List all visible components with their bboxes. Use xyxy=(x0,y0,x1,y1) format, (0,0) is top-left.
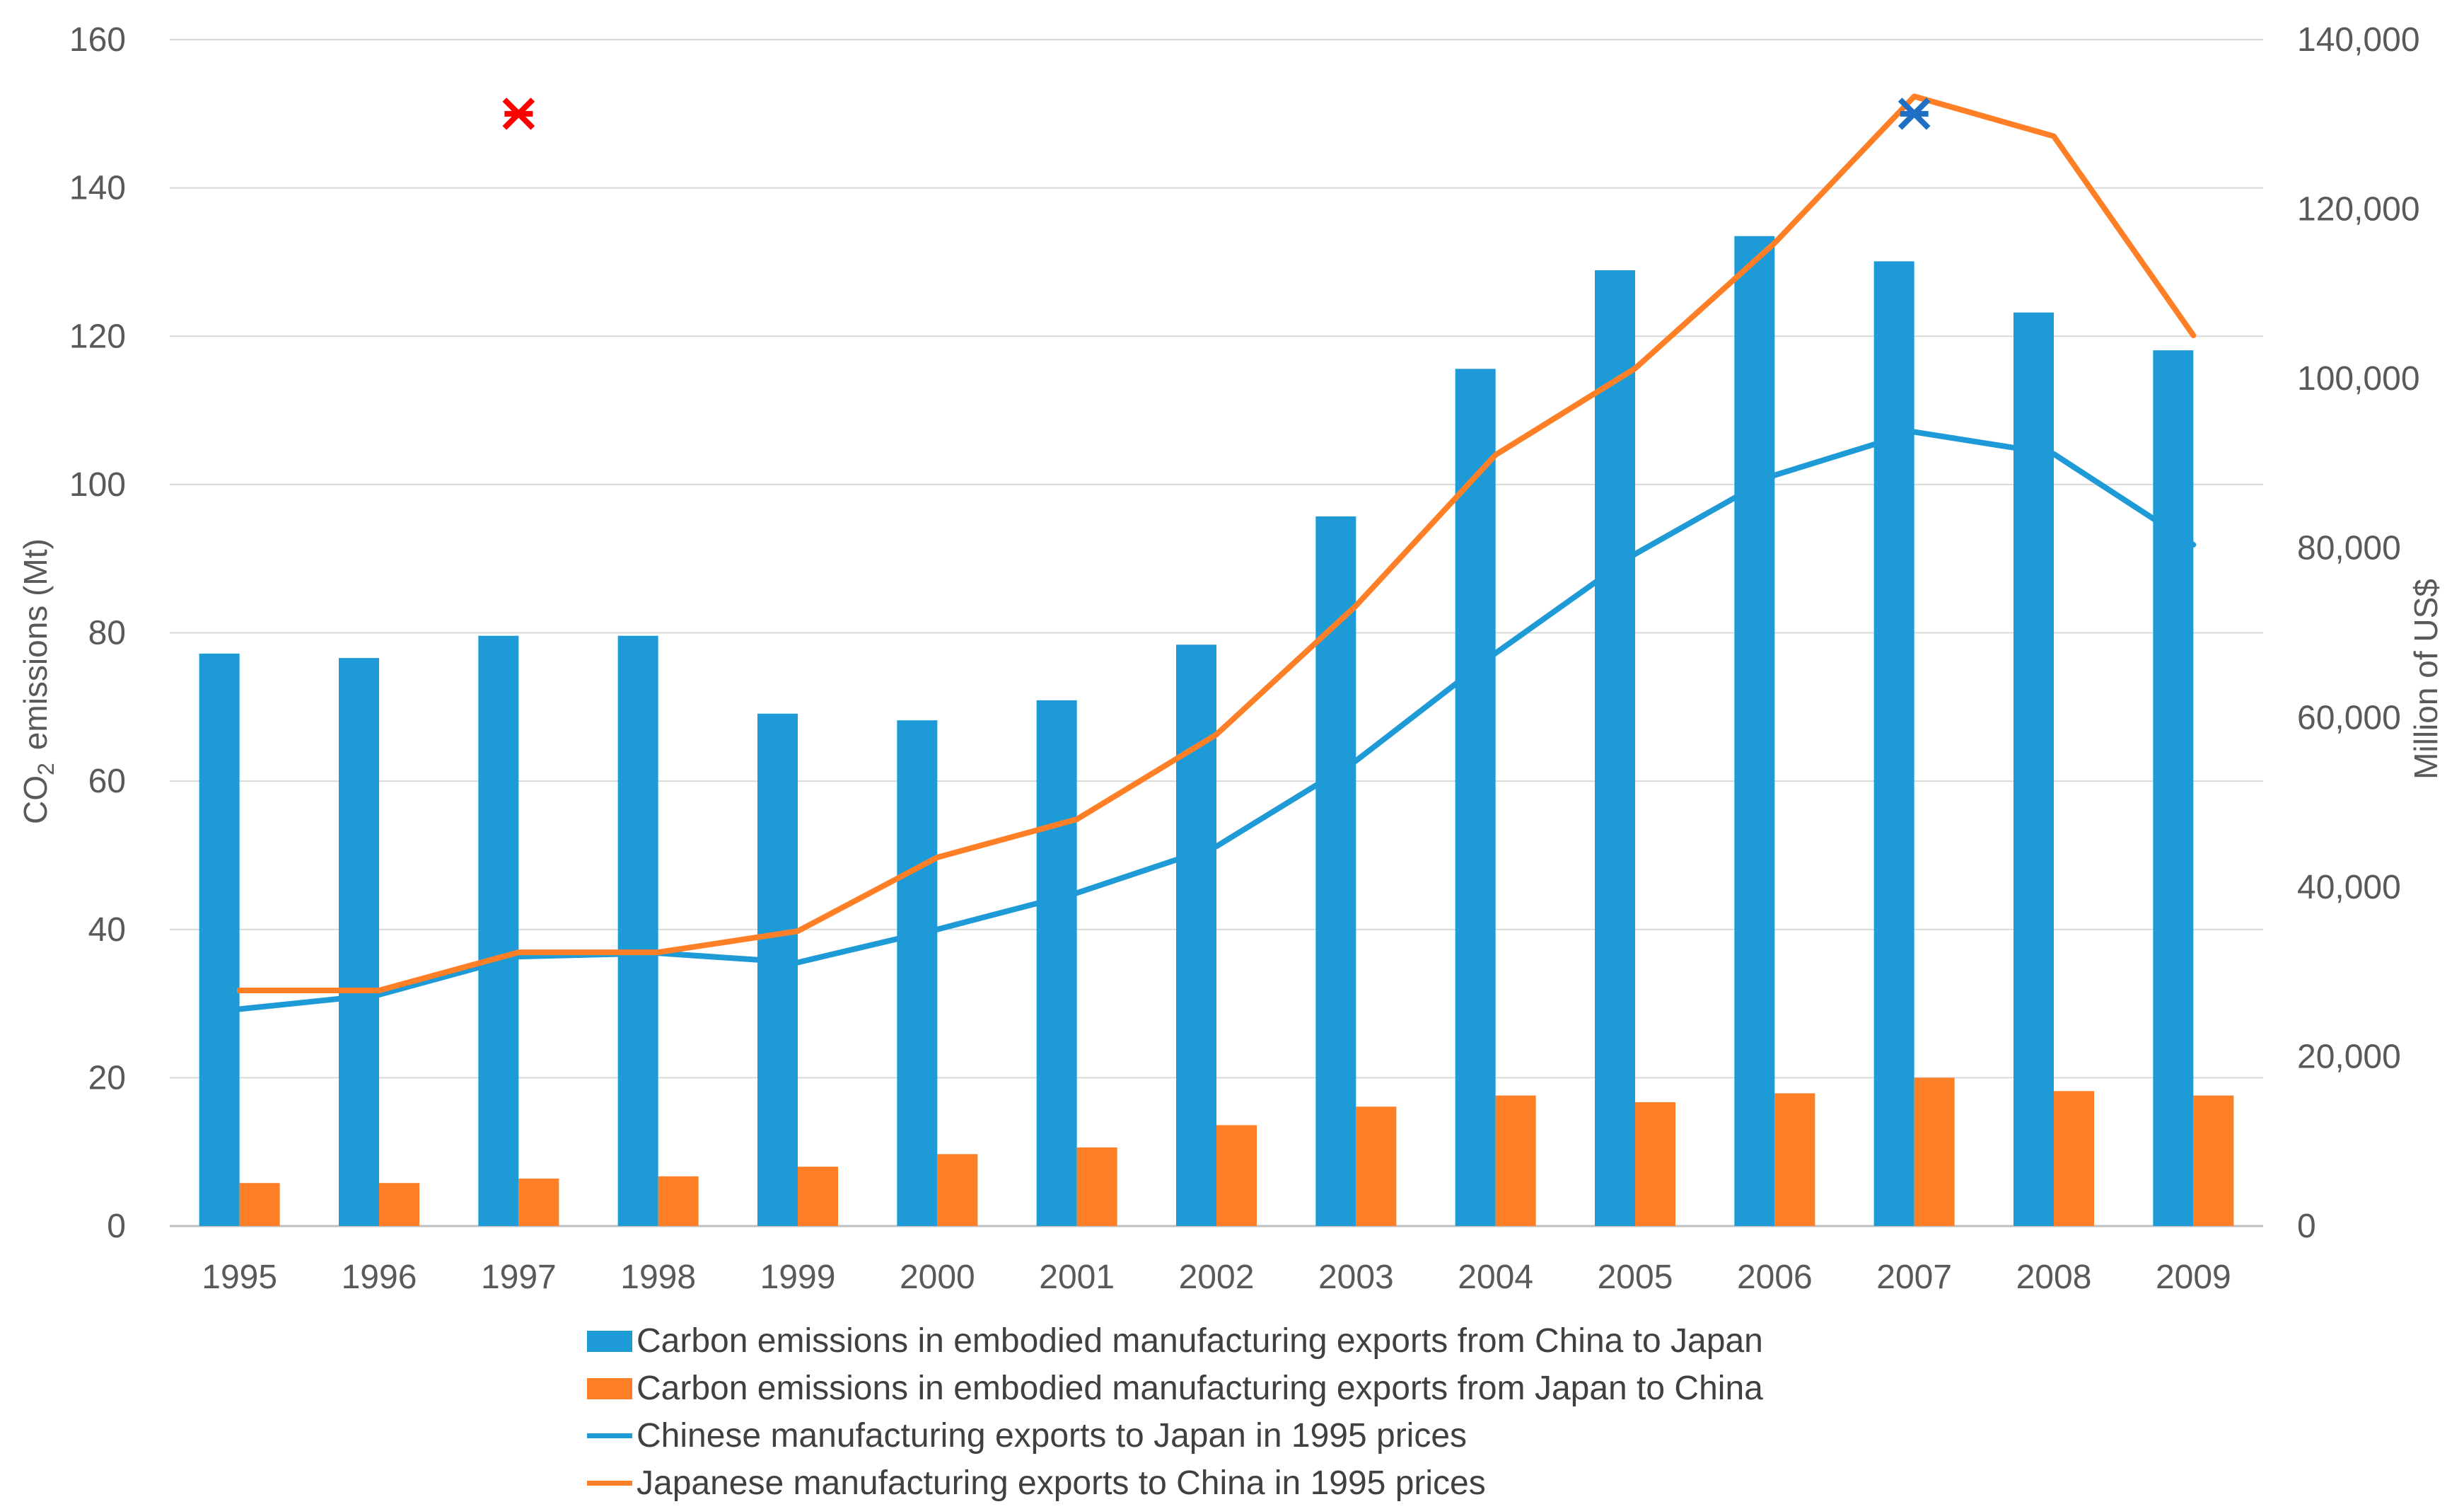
bar-china-to-japan-emissions xyxy=(1873,261,1914,1226)
bar-japan-to-china-emissions xyxy=(658,1176,699,1226)
bar-japan-to-china-emissions xyxy=(798,1167,838,1226)
bar-japan-to-china-emissions xyxy=(937,1154,978,1226)
bar-japan-to-china-emissions xyxy=(1076,1147,1117,1226)
x-tick-label: 1995 xyxy=(202,1259,277,1296)
bar-china-to-japan-emissions xyxy=(2153,350,2194,1227)
bar-japan-to-china-emissions xyxy=(1635,1102,1675,1226)
bar-china-to-japan-emissions xyxy=(339,658,379,1226)
x-tick-label: 2008 xyxy=(2016,1259,2092,1296)
y-axis-left-title-prefix: CO xyxy=(17,775,54,824)
x-tick-label: 1996 xyxy=(342,1259,417,1296)
y-left-tick-label: 60 xyxy=(88,763,126,800)
x-tick-label: 1997 xyxy=(481,1259,557,1296)
bar-japan-to-china-emissions xyxy=(1774,1093,1815,1226)
bar-china-to-japan-emissions xyxy=(757,713,798,1226)
line-japanese-exports-to-china xyxy=(236,93,2197,993)
x-tick-label: 2007 xyxy=(1876,1259,1952,1296)
star-marker xyxy=(1898,97,1931,130)
bar-japan-to-china-emissions xyxy=(2054,1091,2094,1226)
bar-china-to-japan-emissions xyxy=(478,635,519,1226)
legend-bar-swatch xyxy=(587,1330,632,1352)
x-tick-label: 2002 xyxy=(1179,1259,1255,1296)
bar-japan-to-china-emissions xyxy=(379,1183,419,1226)
bar-china-to-japan-emissions xyxy=(1036,700,1077,1226)
legend-item: Japanese manufacturing exports to China … xyxy=(587,1459,1763,1507)
x-tick-label: 2001 xyxy=(1039,1259,1115,1296)
y-axis-right-title: Million of US$ xyxy=(2407,579,2444,780)
x-tick-label: 2004 xyxy=(1458,1259,1533,1296)
x-tick-label: 1999 xyxy=(760,1259,836,1296)
bar-china-to-japan-emissions xyxy=(1176,644,1216,1226)
legend-line-swatch xyxy=(587,1433,632,1438)
bar-japan-to-china-emissions xyxy=(1914,1077,1955,1226)
bar-china-to-japan-emissions xyxy=(617,635,658,1226)
bar-china-to-japan-emissions xyxy=(1455,369,1496,1227)
x-axis-ticks: 1995 1996 1997 1998 1999 2000 2001 2002 2003 2004… xyxy=(202,1259,2231,1296)
y-left-tick-label: 100 xyxy=(69,466,126,504)
bar-china-to-japan-emissions xyxy=(1734,236,1775,1226)
y-right-tick-label: 120,000 xyxy=(2297,191,2420,229)
legend-label: Japanese manufacturing exports to China … xyxy=(637,1464,1486,1502)
y-right-tick-label: 0 xyxy=(2297,1208,2316,1245)
y-right-tick-label: 60,000 xyxy=(2297,699,2401,736)
y-right-tick-label: 20,000 xyxy=(2297,1038,2401,1075)
y-right-tick-label: 100,000 xyxy=(2297,360,2420,398)
markers xyxy=(502,97,1931,130)
y-axis-left-title: CO2 emissions (Mt) xyxy=(17,538,59,824)
bar-china-to-japan-emissions xyxy=(1595,270,1635,1226)
legend-line-swatch xyxy=(587,1481,632,1486)
y-axis-left-title-subscript: 2 xyxy=(33,763,59,775)
legend-label: Carbon emissions in embodied manufacturi… xyxy=(637,1370,1763,1407)
legend-label: Carbon emissions in embodied manufacturi… xyxy=(637,1322,1763,1360)
x-tick-label: 2006 xyxy=(1737,1259,1813,1296)
x-tick-label: 2009 xyxy=(2156,1259,2231,1296)
bar-china-to-japan-emissions xyxy=(2013,312,2054,1227)
bar-japan-to-china-emissions xyxy=(1495,1095,1536,1226)
bars xyxy=(199,236,2234,1227)
right-axis-ticks: 0 20,000 40,000 60,000 80,000 100,000 120,000 1… xyxy=(2297,21,2420,1245)
x-tick-label: 2003 xyxy=(1318,1259,1394,1296)
x-tick-label: 2000 xyxy=(900,1259,975,1296)
y-right-tick-label: 80,000 xyxy=(2297,530,2401,567)
line-chinese-exports-to-japan xyxy=(236,429,2197,1012)
x-tick-label: 2005 xyxy=(1598,1259,1673,1296)
y-left-tick-label: 140 xyxy=(69,170,126,207)
bar-japan-to-china-emissions xyxy=(1216,1125,1257,1226)
legend-item: Carbon emissions in embodied manufacturi… xyxy=(587,1317,1763,1365)
legend-label: Chinese manufacturing exports to Japan i… xyxy=(637,1417,1468,1455)
bar-japan-to-china-emissions xyxy=(1356,1106,1397,1226)
bar-japan-to-china-emissions xyxy=(2193,1095,2234,1226)
bar-china-to-japan-emissions xyxy=(199,653,240,1226)
bar-japan-to-china-emissions xyxy=(518,1178,559,1226)
legend-item: Carbon emissions in embodied manufacturi… xyxy=(587,1365,1763,1412)
bar-japan-to-china-emissions xyxy=(239,1183,280,1226)
left-axis-ticks: 0 20 40 60 80 100 120 140 160 xyxy=(69,21,126,1245)
x-tick-label: 1998 xyxy=(620,1259,696,1296)
series-lines xyxy=(236,93,2197,1012)
y-left-tick-label: 0 xyxy=(107,1208,126,1245)
bar-china-to-japan-emissions xyxy=(897,720,938,1226)
legend: Carbon emissions in embodied manufacturi… xyxy=(587,1317,1763,1507)
y-left-tick-label: 40 xyxy=(88,911,126,949)
y-left-tick-label: 20 xyxy=(88,1059,126,1097)
y-left-tick-label: 160 xyxy=(69,21,126,59)
y-right-tick-label: 140,000 xyxy=(2297,21,2420,59)
y-axis-left-title-text: emissions (Mt) xyxy=(17,538,54,750)
y-left-tick-label: 120 xyxy=(69,318,126,355)
y-left-tick-label: 80 xyxy=(88,615,126,652)
legend-bar-swatch xyxy=(587,1377,632,1399)
legend-item: Chinese manufacturing exports to Japan i… xyxy=(587,1412,1763,1459)
star-marker xyxy=(502,97,535,130)
y-right-tick-label: 40,000 xyxy=(2297,869,2401,906)
